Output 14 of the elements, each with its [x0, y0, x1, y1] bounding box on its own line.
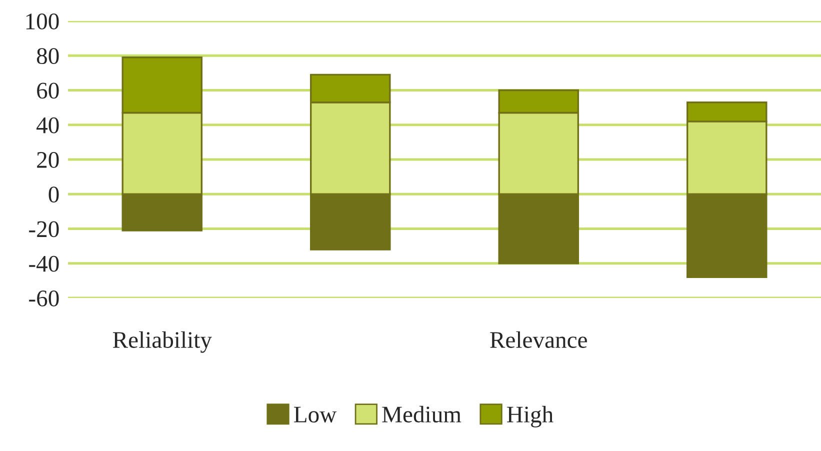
y-tick-label: -40: [29, 256, 59, 272]
legend-label: Medium: [382, 406, 462, 423]
y-tick-label: 80: [36, 48, 59, 64]
y-tick-label: 100: [26, 13, 59, 30]
y-tick-label: 20: [37, 152, 59, 168]
legend-label: High: [507, 406, 554, 428]
x-tick-label: Reliability: [112, 331, 212, 353]
y-tick-label: 60: [37, 82, 59, 99]
x-tick-label: Relevance: [490, 331, 587, 348]
y-tick-label: -20: [29, 221, 59, 238]
y-tick-label: -60: [29, 290, 59, 306]
y-tick-label: 0: [48, 186, 59, 203]
legend-label: Low: [294, 406, 337, 423]
y-tick-label: 40: [36, 117, 59, 134]
